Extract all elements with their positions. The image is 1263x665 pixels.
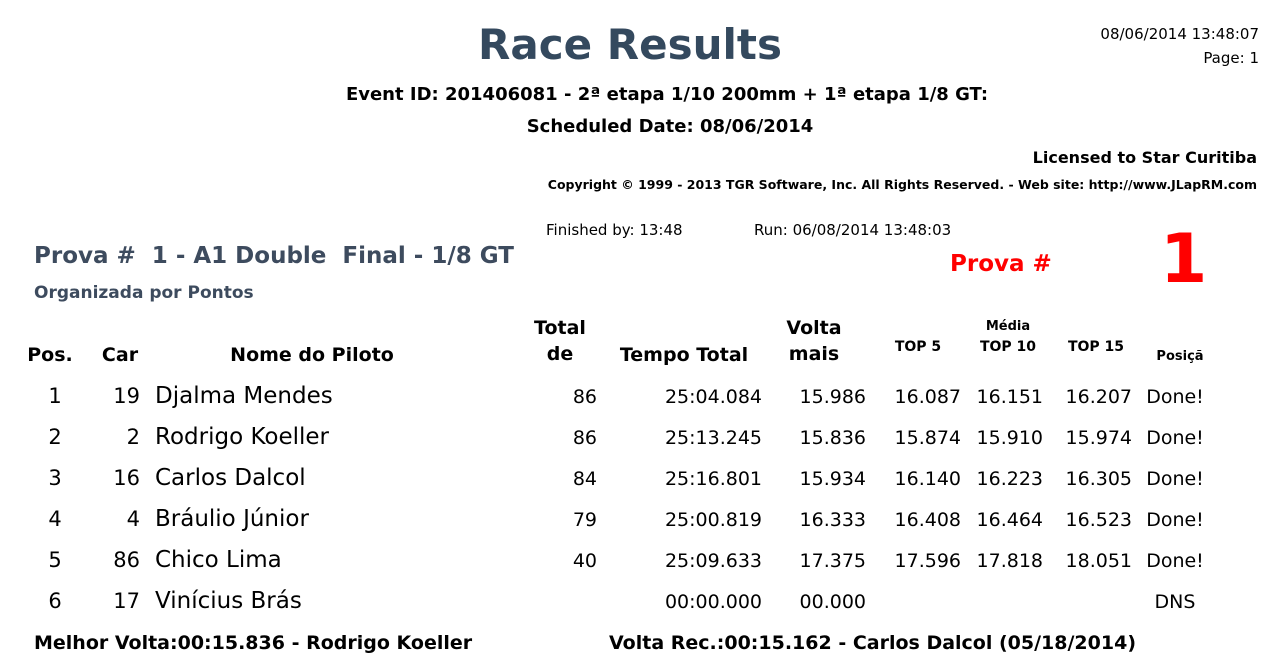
table-cell: 00.000 bbox=[799, 590, 866, 613]
race-title: Prova # 1 - A1 Double Final - 1/8 GT bbox=[34, 243, 514, 269]
table-cell: 16.464 bbox=[976, 508, 1043, 531]
table-cell: Djalma Mendes bbox=[155, 383, 333, 410]
table-cell: 17.375 bbox=[799, 549, 866, 572]
table-cell: 17.596 bbox=[894, 549, 961, 572]
table-cell: 4 bbox=[126, 507, 140, 532]
column-header: Pos. bbox=[27, 344, 73, 366]
table-cell: 16.087 bbox=[894, 385, 961, 408]
datetime: 08/06/2014 13:48:07 bbox=[1100, 25, 1259, 43]
table-cell: 15.986 bbox=[799, 385, 866, 408]
table-cell: Done! bbox=[1146, 508, 1204, 531]
table-cell: 1 bbox=[48, 384, 62, 409]
column-header: Tempo Total bbox=[619, 344, 749, 366]
table-cell: 3 bbox=[48, 466, 62, 491]
table-cell: 25:16.801 bbox=[664, 467, 762, 490]
column-header: Posiçã bbox=[1156, 349, 1204, 364]
page-number: Page: 1 bbox=[1203, 49, 1259, 67]
table-cell: 25:13.245 bbox=[664, 426, 762, 449]
table-cell: 16.305 bbox=[1065, 467, 1132, 490]
table-cell: Rodrigo Koeller bbox=[155, 424, 329, 451]
table-cell: 17 bbox=[113, 589, 140, 614]
table-cell: 6 bbox=[48, 589, 62, 614]
column-header: TOP 10 bbox=[979, 339, 1037, 355]
column-header: TOP 5 bbox=[894, 339, 942, 355]
table-cell: Done! bbox=[1146, 426, 1204, 449]
lap-record: Volta Rec.:00:15.162 - Carlos Dalcol (05… bbox=[609, 632, 1136, 654]
column-header: Car bbox=[101, 344, 139, 366]
column-header: Nome do Piloto bbox=[230, 344, 394, 366]
finished-by: Finished by: 13:48 bbox=[546, 221, 683, 239]
table-cell: 19 bbox=[113, 384, 140, 409]
column-header: Total de bbox=[534, 317, 586, 365]
table-cell: 15.974 bbox=[1065, 426, 1132, 449]
table-cell: 18.051 bbox=[1065, 549, 1132, 572]
table-cell: 86 bbox=[113, 548, 140, 573]
race-subtitle: Organizada por Pontos bbox=[34, 283, 254, 303]
table-cell: Bráulio Júnior bbox=[155, 506, 309, 533]
table-cell: DNS bbox=[1154, 590, 1196, 613]
table-cell: 86 bbox=[572, 426, 597, 449]
scheduled-date: Scheduled Date: 08/06/2014 bbox=[526, 116, 814, 137]
table-cell: 16.523 bbox=[1065, 508, 1132, 531]
table-cell: 15.934 bbox=[799, 467, 866, 490]
table-cell: Done! bbox=[1146, 467, 1204, 490]
column-header: TOP 15 bbox=[1067, 339, 1125, 355]
table-cell: 25:00.819 bbox=[664, 508, 762, 531]
table-cell: 84 bbox=[572, 467, 597, 490]
copyright: Copyright © 1999 - 2013 TGR Software, In… bbox=[547, 177, 1257, 192]
table-cell: 17.818 bbox=[976, 549, 1043, 572]
event-id: Event ID: 201406081 - 2ª etapa 1/10 200m… bbox=[345, 84, 989, 105]
table-cell: 16.223 bbox=[976, 467, 1043, 490]
table-cell: 15.874 bbox=[894, 426, 961, 449]
table-cell: 86 bbox=[572, 385, 597, 408]
table-cell: 25:09.633 bbox=[664, 549, 762, 572]
run-time: Run: 06/08/2014 13:48:03 bbox=[754, 221, 952, 239]
title: Race Results bbox=[478, 20, 782, 69]
group-label: Média bbox=[985, 319, 1031, 334]
table-cell: Vinícius Brás bbox=[155, 588, 302, 615]
table-cell: 16.333 bbox=[799, 508, 866, 531]
table-cell: 79 bbox=[572, 508, 597, 531]
license: Licensed to Star Curitiba bbox=[1032, 148, 1257, 167]
table-cell: Chico Lima bbox=[155, 547, 282, 574]
table-cell: Done! bbox=[1146, 385, 1204, 408]
table-cell: 40 bbox=[572, 549, 597, 572]
table-cell: 25:04.084 bbox=[664, 385, 762, 408]
table-cell: 16.207 bbox=[1065, 385, 1132, 408]
table-cell: 16 bbox=[113, 466, 140, 491]
table-cell: 16.151 bbox=[976, 385, 1043, 408]
table-cell: 15.910 bbox=[976, 426, 1043, 449]
prova-number: 1 bbox=[1160, 220, 1208, 299]
table-cell: 2 bbox=[48, 425, 62, 450]
table-cell: 5 bbox=[48, 548, 62, 573]
table-cell: 16.140 bbox=[894, 467, 961, 490]
table-cell: Done! bbox=[1146, 549, 1204, 572]
prova-label: Prova # bbox=[950, 251, 1052, 277]
table-cell: 4 bbox=[48, 507, 62, 532]
table-cell: 15.836 bbox=[799, 426, 866, 449]
table-cell: Carlos Dalcol bbox=[155, 465, 306, 492]
column-header: Volta mais bbox=[786, 317, 842, 365]
table-cell: 00:00.000 bbox=[664, 590, 762, 613]
best-lap: Melhor Volta:00:15.836 - Rodrigo Koeller bbox=[34, 632, 473, 654]
table-cell: 16.408 bbox=[894, 508, 961, 531]
table-cell: 2 bbox=[126, 425, 140, 450]
